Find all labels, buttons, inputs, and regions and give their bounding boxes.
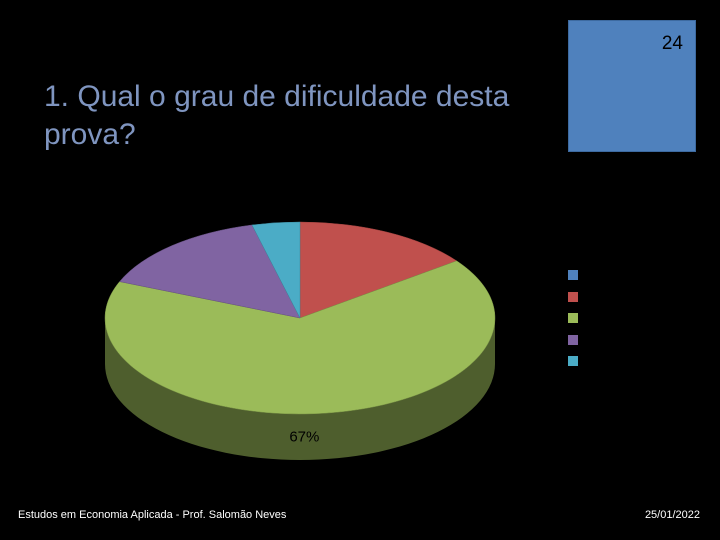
pie-label-1: 15% [362, 198, 392, 215]
legend-swatch-3 [568, 334, 578, 345]
pie-side-layer [105, 318, 495, 460]
legend-swatch-0 [568, 270, 578, 280]
pie-slice-side-2 [105, 318, 495, 460]
pie-label-3: 15% [173, 214, 203, 231]
pie-label-2: 67% [289, 428, 319, 445]
slide-number-box: 24 [568, 20, 696, 152]
legend-swatch-1 [568, 291, 578, 302]
chart-legend [568, 270, 582, 378]
legend-swatch-4 [568, 356, 578, 366]
pie-slice-3 [119, 224, 301, 319]
pie-slice-2 [104, 260, 496, 415]
footer-author: Estudos em Economia Aplicada - Prof. Sal… [18, 509, 287, 521]
pie-label-layer: 15% 67% 15% 4% [173, 186, 391, 445]
legend-swatch-2 [568, 313, 578, 323]
pie-top-layer [104, 221, 496, 415]
pie-label-4: 4% [268, 186, 290, 203]
slide-title: 1. Qual o grau de dificuldade desta prov… [44, 80, 510, 151]
footer-date: 25/01/2022 [644, 509, 700, 521]
pie-slice-1 [299, 221, 458, 319]
slide-number: 24 [661, 33, 683, 54]
pie-slice-4 [251, 221, 301, 319]
